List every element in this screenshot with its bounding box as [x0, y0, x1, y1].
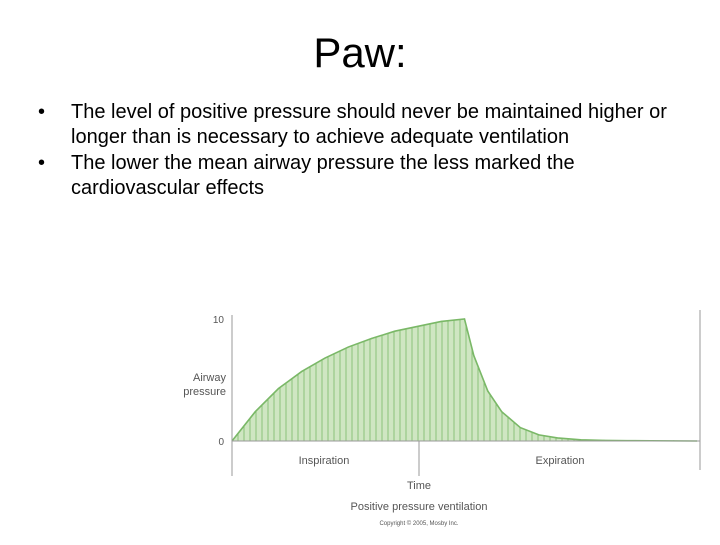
bullet-item: • The lower the mean airway pressure the…: [38, 151, 698, 200]
slide-title: Paw:: [313, 29, 407, 76]
bullet-dot: •: [38, 101, 46, 123]
data-point: [277, 387, 280, 390]
data-point: [538, 434, 540, 436]
pressure-chart-svg: 0 10 Airway pressure Inspiration Expirati…: [183, 310, 701, 527]
data-point: [394, 330, 396, 332]
data-point: [487, 390, 489, 392]
hatch-lines: [237, 319, 647, 441]
phase-label-expiration: Expiration: [536, 455, 585, 467]
bullet-dot: •: [38, 152, 46, 174]
bullet-item: • The level of positive pressure should …: [38, 100, 698, 149]
data-point: [324, 357, 326, 359]
data-point: [463, 318, 466, 320]
data-point: [556, 437, 559, 439]
plot-layer: [231, 318, 698, 442]
data-point: [417, 325, 419, 327]
data-point: [370, 337, 373, 340]
bullet-list: • The level of positive pressure should …: [38, 100, 698, 202]
data-point: [580, 439, 582, 441]
pressure-chart: 0 10 Airway pressure Inspiration Expirati…: [170, 300, 710, 540]
area-fill: [232, 319, 697, 441]
data-point: [501, 411, 503, 413]
y-tick-label: 10: [213, 315, 225, 326]
bullet-text: The level of positive pressure should ne…: [71, 101, 667, 148]
bullet-text: The lower the mean airway pressure the l…: [71, 152, 575, 199]
chart-credit: Copyright © 2005, Mosby Inc.: [379, 520, 458, 527]
data-point: [473, 355, 475, 357]
phase-label-inspiration: Inspiration: [299, 455, 350, 467]
data-point: [254, 411, 256, 413]
data-point: [519, 426, 521, 429]
axis-layer: 0 10: [213, 310, 701, 476]
y-axis-label-line2: pressure: [183, 386, 226, 398]
data-point: [347, 346, 349, 348]
y-axis-label-line1: Airway: [193, 372, 227, 384]
data-point: [440, 320, 442, 323]
y-tick-label: 0: [218, 437, 224, 448]
chart-title: Positive pressure ventilation: [351, 501, 488, 513]
x-axis-label: Time: [407, 480, 431, 492]
data-point: [301, 370, 303, 373]
